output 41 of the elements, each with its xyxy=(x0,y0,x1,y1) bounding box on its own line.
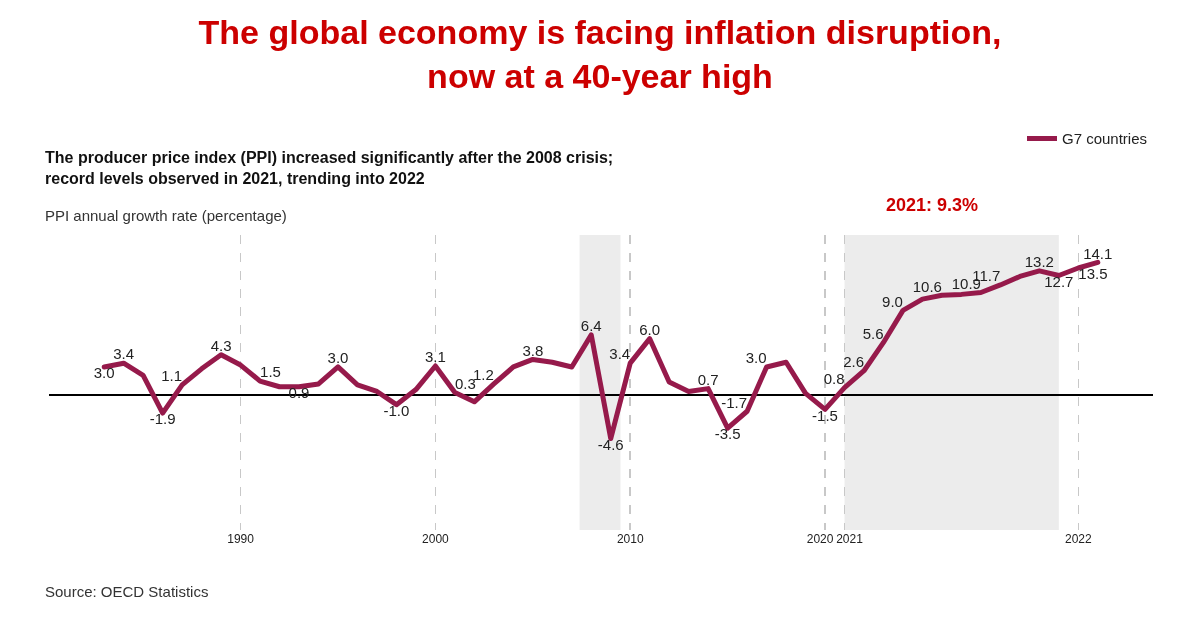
x-tick-label: 1990 xyxy=(227,532,255,546)
data-label: 3.4 xyxy=(113,345,135,363)
chart-subtitle: The producer price index (PPI) increased significantly after the 2008 crisis; record levels observed in 2021, trending into 2022 xyxy=(45,149,614,187)
legend-label: G7 countries xyxy=(1062,130,1148,148)
data-label: -3.5 xyxy=(714,425,741,443)
data-label: 9.0 xyxy=(882,292,903,310)
data-label: 0.3 xyxy=(454,374,476,392)
data-label: 3.0 xyxy=(93,364,115,382)
data-label: 1.1 xyxy=(161,367,183,385)
data-label: 12.7 xyxy=(1044,272,1074,290)
data-label: 3.0 xyxy=(745,349,767,367)
data-label: 3.1 xyxy=(424,348,446,366)
data-label: 13.5 xyxy=(1078,265,1108,283)
data-label: 4.3 xyxy=(210,336,232,354)
data-label: 3.4 xyxy=(609,345,631,363)
data-label: 0.8 xyxy=(823,369,845,387)
data-label: 6.0 xyxy=(639,320,661,338)
data-label: 3.8 xyxy=(522,341,544,359)
data-label: 1.5 xyxy=(260,363,281,381)
x-tick-label: 2022 xyxy=(1064,532,1092,546)
data-label: 3.0 xyxy=(327,349,349,367)
text: 2021: 9.3% xyxy=(886,195,979,215)
y-axis-title: PPI annual growth rate (percentage) xyxy=(45,207,287,224)
data-label: 0.7 xyxy=(697,370,719,388)
data-label: -1.0 xyxy=(383,401,410,419)
data-label: -1.5 xyxy=(812,406,838,424)
chart-title: The global economy is facing inflation disruption, now at a 40-year high xyxy=(198,12,1002,96)
x-tick-label: 2021 xyxy=(836,532,863,546)
data-label: 5.6 xyxy=(862,324,884,342)
data-label: -1.9 xyxy=(149,410,176,428)
data-label: 2.6 xyxy=(843,352,865,370)
data-label: -1.7 xyxy=(721,393,748,411)
x-tick-label: 2020 xyxy=(806,532,834,546)
data-label: -4.6 xyxy=(597,435,624,453)
data-label: 13.2 xyxy=(1024,253,1054,271)
data-label: 10.6 xyxy=(912,277,942,295)
x-tick-label: 2010 xyxy=(616,532,644,546)
data-label: 6.4 xyxy=(580,317,602,335)
x-tick-label: 2000 xyxy=(422,532,450,546)
source-note: Source: OECD Statistics xyxy=(45,583,209,600)
data-label: 14.1 xyxy=(1083,244,1113,262)
